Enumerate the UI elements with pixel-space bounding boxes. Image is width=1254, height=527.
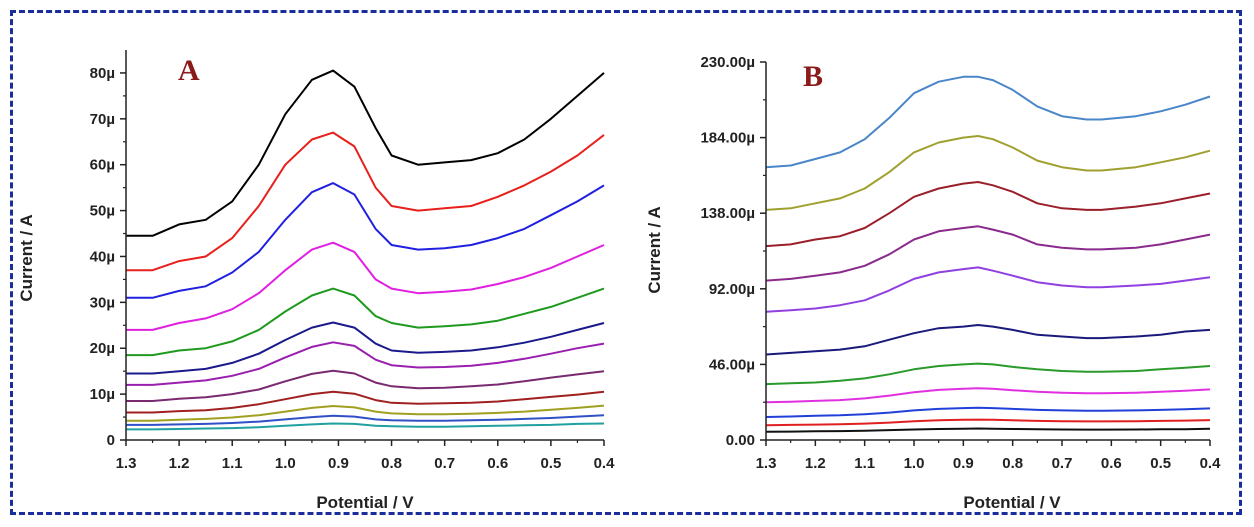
panel-a-letter: A <box>178 54 200 87</box>
panel-a-y-tick-label: 30µ <box>90 294 115 311</box>
panel-b-y-tick-label: 92.00µ <box>709 281 755 298</box>
panel-a-x-tick-label: 1.0 <box>275 455 296 472</box>
panel-a-y-tick-label: 0 <box>107 432 115 449</box>
panel-b-x-tick-label: 1.0 <box>904 455 925 472</box>
panel-b-x-tick-label: 0.8 <box>1002 455 1023 472</box>
panel-b-series-line-4 <box>765 225 1211 282</box>
panel-a-series-line-12 <box>126 422 605 431</box>
panel-b-series-line-1 <box>765 75 1211 169</box>
panel-a-series-line-2 <box>126 131 605 272</box>
panel-a-series-line-6 <box>126 321 605 375</box>
panel-a-series-line-4 <box>126 241 605 331</box>
panel-b-x-tick-label: 1.3 <box>756 455 777 472</box>
panel-b-x-tick-label: 0.7 <box>1052 455 1073 472</box>
panel-b-y-tick-label: 0.00 <box>726 432 755 449</box>
panel-a-x-tick-label: 0.5 <box>540 455 561 472</box>
panel-b-x-tick-label: 1.1 <box>854 455 875 472</box>
panel-b-x-tick-label: 1.2 <box>805 455 826 472</box>
panel-b-x-tick-label: 0.6 <box>1101 455 1122 472</box>
panel-b-series-line-6 <box>765 324 1211 356</box>
panel-b-y-tick-label: 138.00µ <box>700 205 755 222</box>
panel-b-series-line-7 <box>765 362 1211 386</box>
panel-b-letter: B <box>803 60 823 93</box>
panel-b-series-line-3 <box>765 181 1211 248</box>
panel-a-y-tick-label: 70µ <box>90 111 115 128</box>
panel-a-x-tick-label: 1.2 <box>169 455 190 472</box>
dashed-frame <box>10 10 1242 515</box>
panel-a-series-line-7 <box>126 341 605 386</box>
panel-a-y-tick-label: 40µ <box>90 248 115 265</box>
panel-a-ylabel: Current / A <box>17 214 36 301</box>
panel-b-series-line-10 <box>765 418 1211 427</box>
panel-b-y-tick-label: 46.00µ <box>709 356 755 373</box>
panel-b-x-tick-label: 0.4 <box>1200 455 1222 472</box>
panel-a-y-tick-label: 20µ <box>90 340 115 357</box>
panel-b-x-tick-label: 0.5 <box>1150 455 1171 472</box>
panel-b-series-line-11 <box>765 427 1211 433</box>
panel-a-series-line-1 <box>126 69 605 237</box>
panel-a-series-line-3 <box>126 182 605 299</box>
panel-a-series-line-10 <box>126 404 605 422</box>
panel-b-series-line-9 <box>765 406 1211 418</box>
panel-a-x-tick-label: 1.3 <box>116 455 137 472</box>
panel-b-x-tick-label: 0.9 <box>953 455 974 472</box>
panel-a-series-line-8 <box>126 369 605 402</box>
panel-b-series-line-5 <box>765 266 1211 313</box>
panel-b-y-tick-label: 230.00µ <box>700 54 755 71</box>
panel-a-series-line-11 <box>126 414 605 426</box>
panel-a-series-line-5 <box>126 287 605 357</box>
panel-b-series-line-2 <box>765 135 1211 211</box>
panel-a-series-line-9 <box>126 390 605 414</box>
panel-a-x-tick-label: 0.7 <box>434 455 455 472</box>
panel-a-x-tick-label: 0.4 <box>594 455 616 472</box>
panel-a-x-tick-label: 1.1 <box>222 455 243 472</box>
panel-a-x-tick-label: 0.6 <box>487 455 508 472</box>
panel-a-x-tick-label: 0.9 <box>328 455 349 472</box>
panel-a-y-tick-label: 10µ <box>90 386 115 403</box>
panel-b-plot: 1.3 1.2 1.1 1.0 0.9 0.8 0.7 0.6 0.5 0.4 0.00 46.00µ… <box>700 54 1221 472</box>
panel-b-xlabel: Potential / V <box>963 493 1061 512</box>
panel-a-y-tick-label: 80µ <box>90 65 115 82</box>
panel-b-ylabel: Current / A <box>645 206 664 293</box>
panel-a-plot: 1.3 1.2 1.1 1.0 0.9 0.8 0.7 0.6 0.5 0.4 0 10µ 20µ 30µ… <box>90 50 615 472</box>
panel-b-series-line-8 <box>765 387 1211 404</box>
panel-a-xlabel: Potential / V <box>316 493 414 512</box>
panel-a-y-tick-label: 50µ <box>90 203 115 220</box>
panel-b-y-tick-label: 184.00µ <box>700 130 755 147</box>
panel-a-x-tick-label: 0.8 <box>381 455 402 472</box>
panel-a-y-tick-label: 60µ <box>90 157 115 174</box>
